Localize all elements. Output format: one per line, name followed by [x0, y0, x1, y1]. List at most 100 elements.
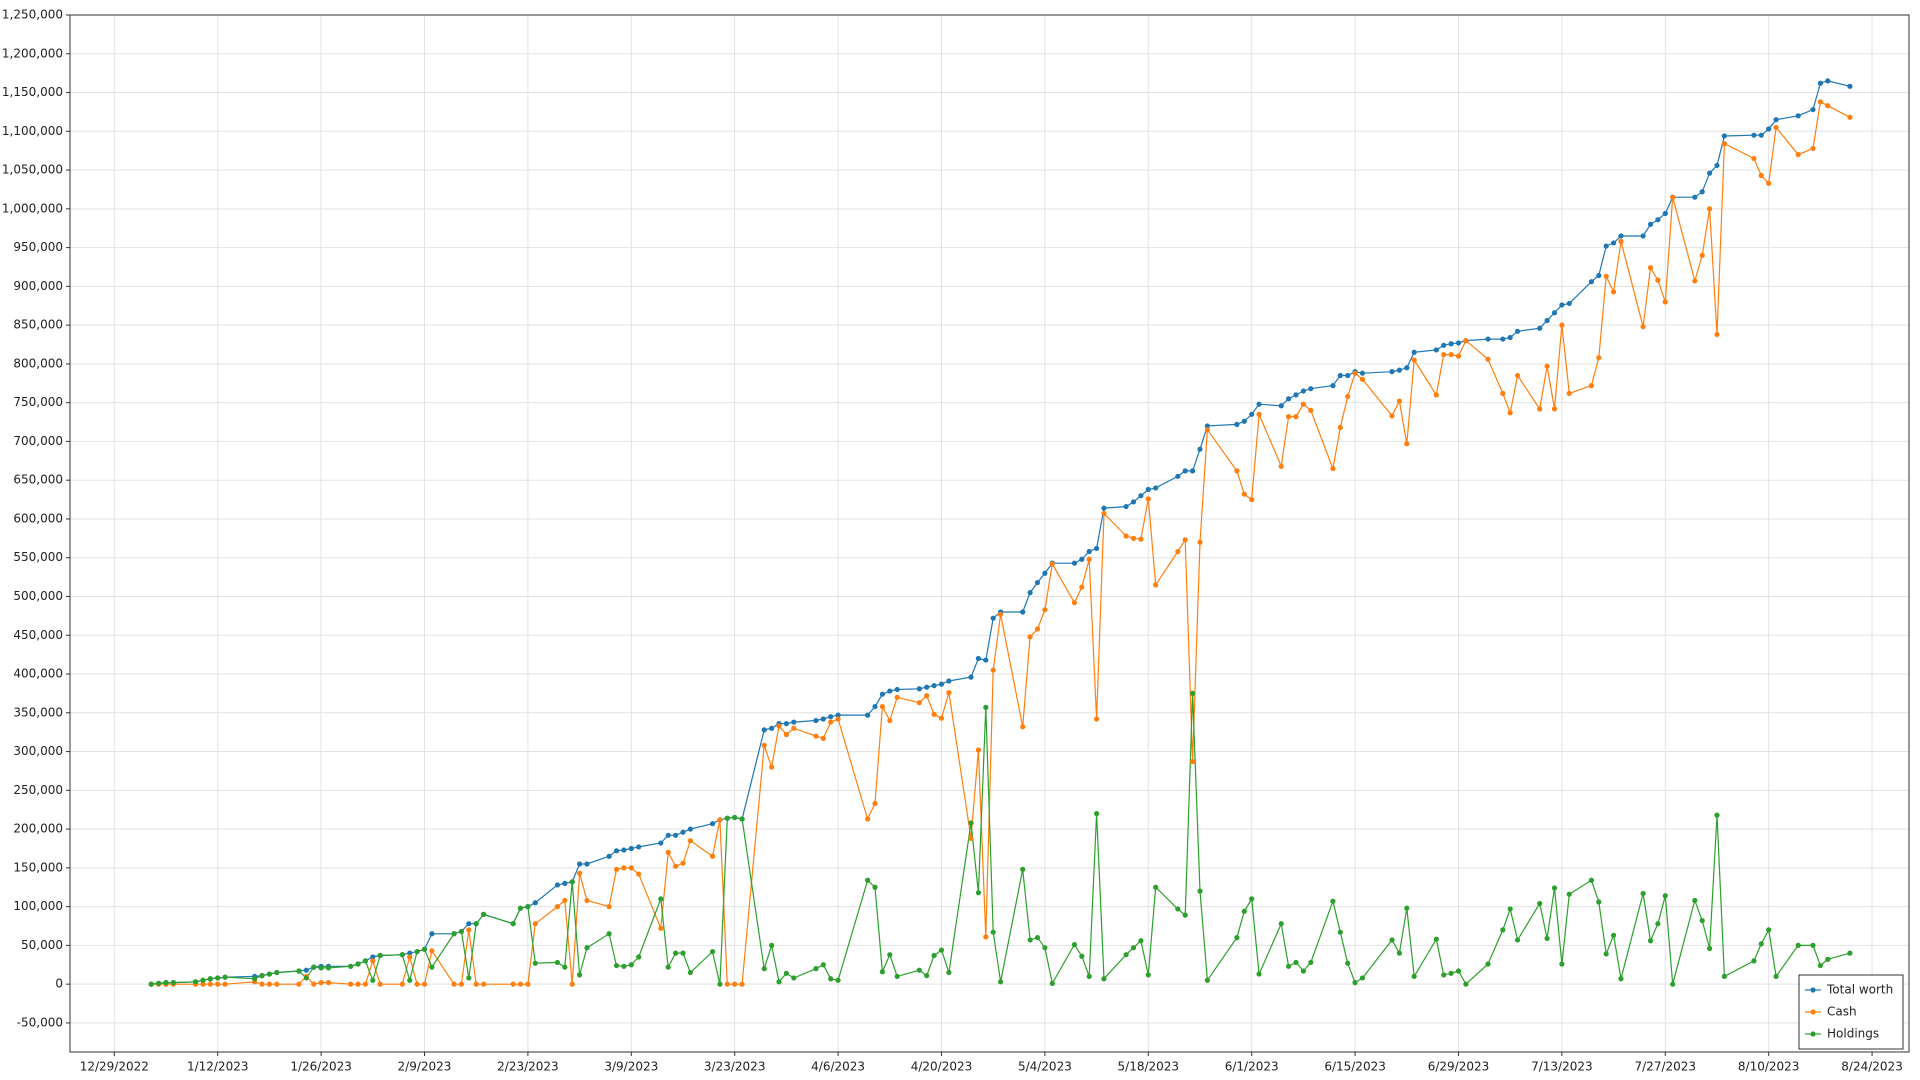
- data-point: [687, 969, 693, 976]
- data-point: [1455, 353, 1462, 359]
- data-point: [724, 815, 730, 821]
- data-point: [1773, 973, 1779, 980]
- x-tick-label: 7/27/2023: [1635, 1060, 1697, 1074]
- data-point: [303, 967, 309, 973]
- data-point: [1153, 884, 1159, 890]
- data-point: [1337, 424, 1343, 431]
- data-point: [274, 981, 280, 987]
- data-point: [1123, 503, 1129, 510]
- data-point: [628, 865, 634, 871]
- data-point: [1182, 537, 1188, 543]
- data-point: [997, 611, 1004, 617]
- data-point: [303, 975, 309, 981]
- data-point: [621, 865, 627, 871]
- data-point: [924, 693, 930, 699]
- data-point: [1308, 959, 1314, 966]
- data-point: [1079, 953, 1085, 959]
- data-point: [783, 970, 789, 976]
- data-point: [636, 871, 642, 877]
- y-tick-label: 750,000: [13, 395, 63, 409]
- data-point: [207, 976, 213, 982]
- data-point: [1337, 372, 1343, 379]
- data-point: [1751, 155, 1757, 162]
- data-point: [1610, 932, 1617, 938]
- data-point: [1293, 414, 1299, 420]
- data-point: [1101, 510, 1107, 517]
- data-point: [894, 686, 900, 693]
- data-point: [1640, 324, 1646, 330]
- data-point: [562, 880, 568, 886]
- data-point: [1566, 390, 1572, 396]
- data-point: [613, 962, 620, 969]
- data-point: [1847, 950, 1853, 956]
- data-point: [924, 684, 930, 690]
- data-point: [1566, 300, 1572, 307]
- x-tick-label: 2/23/2023: [497, 1060, 559, 1074]
- data-point: [1758, 941, 1764, 947]
- data-point: [658, 925, 664, 931]
- data-point: [1175, 906, 1181, 912]
- data-point: [924, 973, 930, 979]
- data-point: [1692, 897, 1698, 904]
- data-point: [1286, 963, 1292, 969]
- x-tick-label: 4/6/2023: [811, 1060, 865, 1074]
- plot: [148, 78, 1853, 987]
- data-point: [1706, 206, 1713, 212]
- y-tick-label: 450,000: [13, 628, 63, 642]
- data-point: [1662, 299, 1668, 305]
- data-point: [207, 981, 213, 987]
- x-tick-label: 1/26/2023: [290, 1060, 352, 1074]
- data-point: [968, 674, 974, 680]
- data-point: [1588, 279, 1595, 285]
- data-point: [1603, 273, 1609, 279]
- data-point: [1197, 539, 1203, 545]
- data-point: [1544, 935, 1550, 942]
- data-point: [783, 731, 789, 738]
- data-point: [1640, 890, 1646, 897]
- data-point: [296, 981, 302, 987]
- data-point: [1655, 921, 1661, 927]
- data-point: [1308, 407, 1314, 414]
- data-point: [1256, 411, 1262, 417]
- data-point: [783, 721, 789, 727]
- data-point: [1071, 600, 1078, 606]
- data-point: [480, 911, 487, 917]
- data-point: [887, 717, 893, 724]
- data-point: [1647, 265, 1654, 271]
- data-point: [1101, 505, 1107, 511]
- data-point: [1551, 406, 1558, 412]
- data-point: [1721, 141, 1727, 147]
- data-point: [613, 848, 620, 854]
- data-point: [865, 712, 871, 718]
- data-point: [252, 976, 258, 982]
- data-point: [1721, 973, 1727, 980]
- data-point: [1588, 877, 1595, 883]
- data-point: [1256, 971, 1262, 977]
- data-point: [1537, 406, 1543, 412]
- data-point: [1130, 499, 1137, 505]
- data-point: [407, 954, 413, 960]
- data-point: [1766, 126, 1772, 132]
- y-tick-label: 300,000: [13, 744, 63, 758]
- data-point: [1766, 180, 1772, 186]
- data-point: [1396, 367, 1402, 373]
- data-point: [577, 861, 583, 867]
- data-point: [525, 904, 531, 910]
- data-point: [1810, 106, 1816, 113]
- data-point: [517, 981, 524, 987]
- data-point: [429, 948, 435, 954]
- data-point: [872, 800, 878, 807]
- data-point: [1404, 441, 1410, 447]
- data-point: [835, 977, 841, 983]
- data-point: [1507, 906, 1513, 912]
- data-point: [828, 976, 834, 982]
- data-point: [1086, 556, 1092, 562]
- data-point: [990, 667, 996, 673]
- data-point: [399, 952, 405, 958]
- data-point: [1758, 132, 1764, 138]
- data-point: [1559, 961, 1565, 967]
- data-point: [606, 853, 612, 859]
- data-point: [200, 977, 206, 983]
- data-point: [429, 931, 435, 937]
- x-tick-label: 6/1/2023: [1225, 1060, 1279, 1074]
